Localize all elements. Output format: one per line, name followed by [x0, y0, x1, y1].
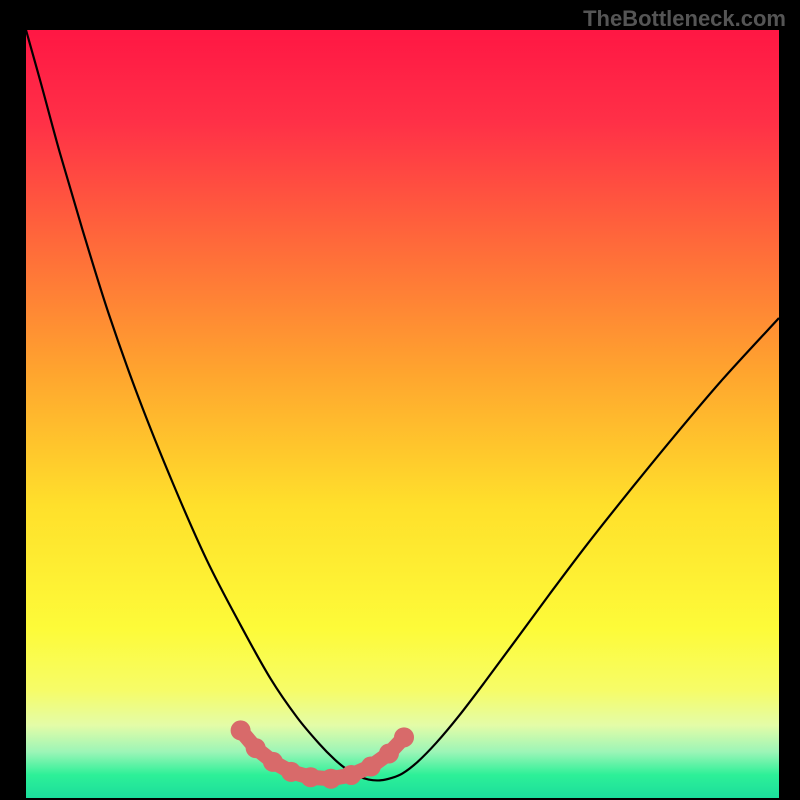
watermark-text: TheBottleneck.com	[583, 6, 786, 32]
chart-background	[26, 30, 779, 798]
chart-svg	[0, 0, 800, 800]
bottleneck-chart: TheBottleneck.com	[0, 0, 800, 800]
